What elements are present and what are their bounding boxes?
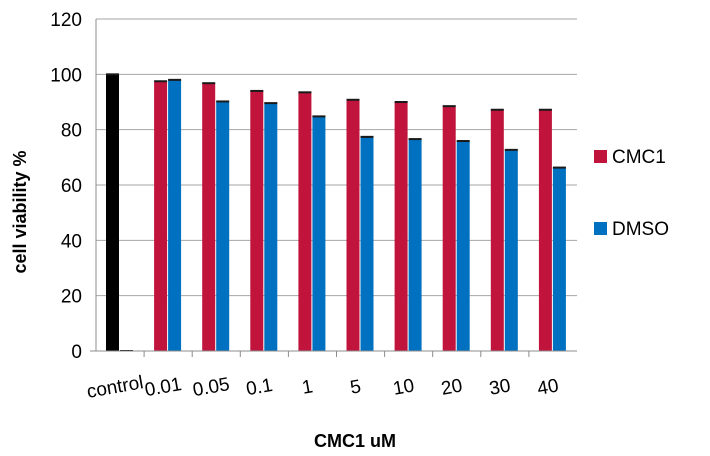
x-tick-label: 1 xyxy=(300,376,314,399)
x-tick-label: 0.05 xyxy=(191,374,231,401)
bar-cap xyxy=(202,82,216,85)
bar-cmc1 xyxy=(394,102,408,351)
bar-cap xyxy=(250,89,264,92)
legend-swatch-dmso xyxy=(594,222,607,235)
bar-dmso xyxy=(408,139,422,351)
y-tick-label: 20 xyxy=(61,287,82,308)
bar-cmc1 xyxy=(154,81,168,351)
bar-cap xyxy=(408,138,422,141)
bar-cap xyxy=(456,140,470,143)
bar-dmso xyxy=(264,103,278,352)
x-tick-label: 30 xyxy=(488,375,512,399)
bar-cap xyxy=(106,73,119,76)
bar-cap xyxy=(312,115,326,118)
legend-label-cmc1: CMC1 xyxy=(612,147,666,168)
x-tick-label: 0.1 xyxy=(245,375,275,400)
bar-cap xyxy=(154,80,168,83)
bar-dmso xyxy=(216,101,230,352)
x-tick-label: 20 xyxy=(440,375,464,399)
y-axis-title: cell viability % xyxy=(10,150,30,273)
y-tick-label: 80 xyxy=(61,121,82,142)
y-tick-label: 60 xyxy=(61,176,82,197)
bar-cap xyxy=(538,108,552,111)
x-axis-title: CMC1 uM xyxy=(314,431,396,451)
legend-swatch-cmc1 xyxy=(594,150,607,163)
bar-cmc1 xyxy=(346,99,360,351)
bar-dmso xyxy=(456,141,470,351)
bar-cap xyxy=(346,98,360,101)
bar-cap xyxy=(168,78,182,81)
bars xyxy=(106,73,566,352)
bar-dmso xyxy=(168,79,182,351)
bar-cmc1 xyxy=(538,109,552,351)
bar-dmso xyxy=(312,116,326,352)
x-tick-label: 40 xyxy=(536,375,560,399)
bar-cmc1 xyxy=(490,109,504,351)
bar-dmso xyxy=(504,149,518,351)
legend: CMC1 DMSO xyxy=(594,147,669,240)
bar-cap xyxy=(504,148,518,151)
bar-cap xyxy=(216,100,230,103)
y-tick-labels: 0 20 40 60 80 100 120 xyxy=(50,10,82,363)
bar-cap xyxy=(298,91,312,94)
bar-cap xyxy=(490,108,504,111)
y-tick-label: 0 xyxy=(71,342,82,363)
x-tick-label: 10 xyxy=(391,375,415,399)
bar-cap xyxy=(552,166,566,169)
bar-cmc1 xyxy=(250,90,264,351)
bar-dmso xyxy=(360,136,374,351)
y-tick-label: 100 xyxy=(50,65,82,86)
bar-cmc1 xyxy=(442,106,456,352)
x-tick-label: control xyxy=(85,372,145,403)
y-tick-label: 40 xyxy=(61,231,82,252)
bar-cap xyxy=(442,105,456,108)
legend-label-dmso: DMSO xyxy=(612,219,669,240)
x-tick-label: 5 xyxy=(349,376,363,399)
bar-dmso xyxy=(552,167,566,351)
y-tick-label: 120 xyxy=(50,10,82,31)
bar-cmc1 xyxy=(202,83,216,351)
bar-cmc1 xyxy=(106,74,119,351)
bar-cmc1 xyxy=(298,92,312,352)
bar-cap xyxy=(394,101,408,103)
bar-cap xyxy=(264,102,278,105)
x-tick-label: 0.01 xyxy=(143,374,183,401)
axes xyxy=(90,19,577,357)
bar-cap xyxy=(360,135,374,138)
